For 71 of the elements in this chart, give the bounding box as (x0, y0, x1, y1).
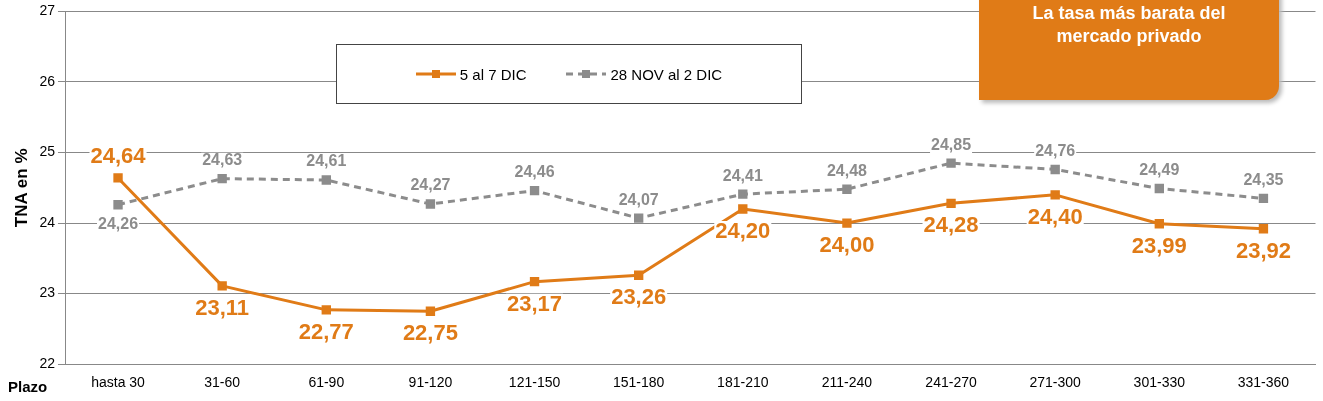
data-label: 24,64 (90, 142, 147, 168)
data-label: 24,07 (618, 190, 659, 208)
x-tick-label: 91-120 (408, 374, 453, 391)
data-label: 24,41 (722, 166, 763, 184)
x-tick-label: 211-240 (821, 374, 873, 391)
point (1154, 219, 1164, 229)
point (1258, 193, 1269, 204)
point (217, 173, 227, 184)
data-label: 24,28 (923, 212, 979, 238)
data-label: 23,17 (507, 290, 563, 316)
point (321, 305, 331, 315)
data-label: 24,63 (202, 151, 243, 169)
y-tick-label: 24 (39, 213, 56, 230)
y-axis-title: TNA en % (11, 148, 31, 228)
point (842, 184, 852, 194)
x-tick-label: hasta 30 (91, 374, 146, 391)
data-label: 22,77 (298, 318, 354, 344)
x-tick-label: 121-150 (508, 374, 561, 391)
point (113, 173, 123, 183)
data-label: 23,11 (195, 294, 250, 320)
x-tick-label: 271-300 (1029, 374, 1082, 391)
point (738, 204, 748, 214)
data-label: 24,46 (514, 163, 555, 181)
point (217, 281, 227, 291)
point (1154, 183, 1164, 194)
data-label: 24,35 (1243, 170, 1284, 188)
point (321, 175, 331, 185)
data-label: 24,85 (931, 135, 972, 153)
point (842, 218, 852, 228)
data-label: 23,92 (1235, 237, 1291, 263)
point (425, 306, 436, 316)
x-tick-label: 31-60 (204, 374, 241, 391)
callout-box: La tasa más barata del mercado privado (979, 0, 1279, 100)
y-tick-label: 25 (39, 143, 56, 160)
legend-label: 5 al 7 DIC (459, 65, 527, 83)
point (1258, 224, 1269, 234)
y-tick-label: 27 (39, 2, 56, 19)
point (946, 198, 956, 209)
point (633, 213, 644, 223)
data-label: 24,40 (1027, 203, 1083, 229)
x-tick-label: 241-270 (925, 374, 977, 391)
data-label: 22,75 (402, 320, 458, 346)
y-tick-label: 22 (39, 355, 56, 372)
data-label: 24,61 (306, 152, 347, 170)
data-label: 24,00 (819, 232, 875, 258)
point (633, 270, 644, 280)
y-tick-label: 26 (39, 72, 56, 89)
data-label: 24,48 (826, 161, 868, 179)
point (529, 185, 540, 196)
point (113, 200, 123, 210)
x-tick-label: 331-360 (1237, 374, 1290, 391)
data-label: 23,99 (1131, 232, 1187, 258)
data-label: 24,26 (98, 215, 139, 233)
x-tick-label: 301-330 (1133, 374, 1186, 391)
x-tick-label: 181-210 (717, 374, 769, 391)
point (1050, 164, 1060, 175)
point (529, 276, 540, 287)
legend-label: 28 NOV al 2 DIC (610, 65, 723, 83)
data-label: 24,76 (1035, 141, 1076, 159)
x-tick-label: 61-90 (308, 374, 345, 391)
data-label: 24,27 (410, 176, 451, 194)
y-tick-label: 23 (39, 284, 56, 301)
data-label: 24,49 (1139, 160, 1180, 178)
x-tick-label: 151-180 (612, 374, 665, 391)
data-label: 23,26 (611, 284, 667, 310)
data-label: 24,20 (715, 218, 771, 244)
point (425, 199, 436, 209)
point (738, 189, 748, 199)
point (1050, 190, 1060, 200)
point (946, 158, 956, 168)
x-axis-title: Plazo (8, 378, 48, 395)
